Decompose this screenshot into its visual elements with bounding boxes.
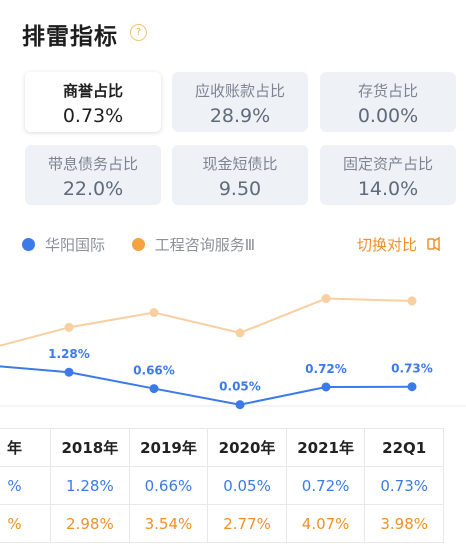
industry-point-1	[149, 308, 159, 318]
table-cell: 2.77%	[207, 504, 287, 543]
table-cell: 4.07%	[285, 504, 366, 543]
page-title: 排雷指标	[22, 24, 118, 50]
table-cell: 0.73%	[364, 466, 444, 505]
table-cell: 3.98%	[364, 504, 444, 543]
table-cell: 3.54%	[128, 504, 209, 543]
card-interest-debt-ratio[interactable]: 带息债务占比 22.0%	[25, 145, 161, 205]
table-cell: 2.98%	[50, 504, 130, 543]
company-data-label-3: 0.72%	[305, 362, 347, 376]
table-cell: 0.72%	[285, 466, 366, 505]
company-data-label-0: 1.28%	[48, 347, 90, 361]
toggle-icon	[427, 236, 440, 252]
card-goodwill-ratio[interactable]: 商誉占比 0.73%	[25, 72, 161, 132]
line-chart: 1.28% 0.66% 0.05% 0.72% 0.73%	[0, 294, 466, 410]
industry-point-0	[64, 322, 74, 332]
company-point-1	[149, 384, 159, 394]
legend-dot-icon	[131, 238, 145, 251]
card-label: 商誉占比	[62, 82, 123, 100]
switch-compare-button[interactable]: 切换对比	[357, 234, 442, 255]
card-label: 现金短债比	[202, 155, 278, 173]
industry-point-3	[321, 294, 331, 304]
card-value: 9.50	[218, 178, 262, 200]
switch-compare-label: 切换对比	[357, 236, 418, 254]
company-point-3	[321, 382, 331, 392]
series-line-industry	[0, 297, 413, 347]
card-fixed-assets-ratio[interactable]: 固定资产占比 14.0%	[320, 145, 456, 205]
table-cell: 0.66%	[128, 466, 209, 505]
table-cell: 年	[0, 428, 52, 467]
legend-dot-icon	[22, 238, 35, 251]
company-point-2	[235, 400, 245, 410]
table-cell: 2020年	[207, 428, 287, 467]
help-icon[interactable]: ?	[130, 24, 147, 41]
company-data-label-2: 0.05%	[219, 380, 261, 394]
card-label: 固定资产占比	[342, 155, 433, 173]
table-cell: %	[0, 466, 52, 505]
card-label: 带息债务占比	[47, 155, 138, 173]
card-value: 22.0%	[62, 178, 124, 200]
card-value: 0.00%	[357, 105, 419, 127]
company-data-label-1: 0.66%	[133, 364, 175, 378]
table-row-industry: % 2.98% 3.54% 2.77% 4.07% 3.98%	[0, 504, 444, 543]
table-cell: %	[0, 504, 52, 543]
company-point-0	[64, 367, 74, 377]
data-table: 年 2018年 2019年 2020年 2021年 22Q1 % 1.28% 0…	[0, 428, 444, 543]
table-row-company: % 1.28% 0.66% 0.05% 0.72% 0.73%	[0, 466, 444, 505]
table-cell: 22Q1	[364, 428, 444, 467]
card-receivables-ratio[interactable]: 应收账款占比 28.9%	[172, 72, 308, 132]
company-point-4	[407, 382, 417, 392]
card-value: 28.9%	[209, 105, 271, 127]
card-inventory-ratio[interactable]: 存货占比 0.00%	[320, 72, 456, 132]
company-data-label-4: 0.73%	[391, 362, 433, 376]
chart-legend: 华阳国际 工程咨询服务Ⅲ	[22, 234, 255, 254]
card-label: 应收账款占比	[194, 82, 285, 100]
table-cell: 0.05%	[207, 466, 287, 505]
card-label: 存货占比	[357, 82, 418, 100]
table-cell: 2021年	[285, 428, 366, 467]
legend-item-company[interactable]: 华阳国际	[22, 236, 110, 254]
industry-point-4	[407, 296, 417, 306]
series-line-company	[0, 365, 413, 406]
table-cell: 2019年	[128, 428, 209, 467]
card-value: 14.0%	[357, 178, 419, 200]
table-cell: 1.28%	[50, 466, 130, 505]
legend-item-industry[interactable]: 工程咨询服务Ⅲ	[131, 236, 256, 254]
table-header-row: 年 2018年 2019年 2020年 2021年 22Q1	[0, 428, 444, 467]
legend-label: 工程咨询服务Ⅲ	[154, 236, 256, 254]
industry-point-2	[235, 328, 245, 338]
card-value: 0.73%	[62, 105, 124, 127]
card-cash-short-debt-ratio[interactable]: 现金短债比 9.50	[172, 145, 308, 205]
table-cell: 2018年	[50, 428, 130, 467]
legend-label: 华阳国际	[45, 236, 106, 254]
